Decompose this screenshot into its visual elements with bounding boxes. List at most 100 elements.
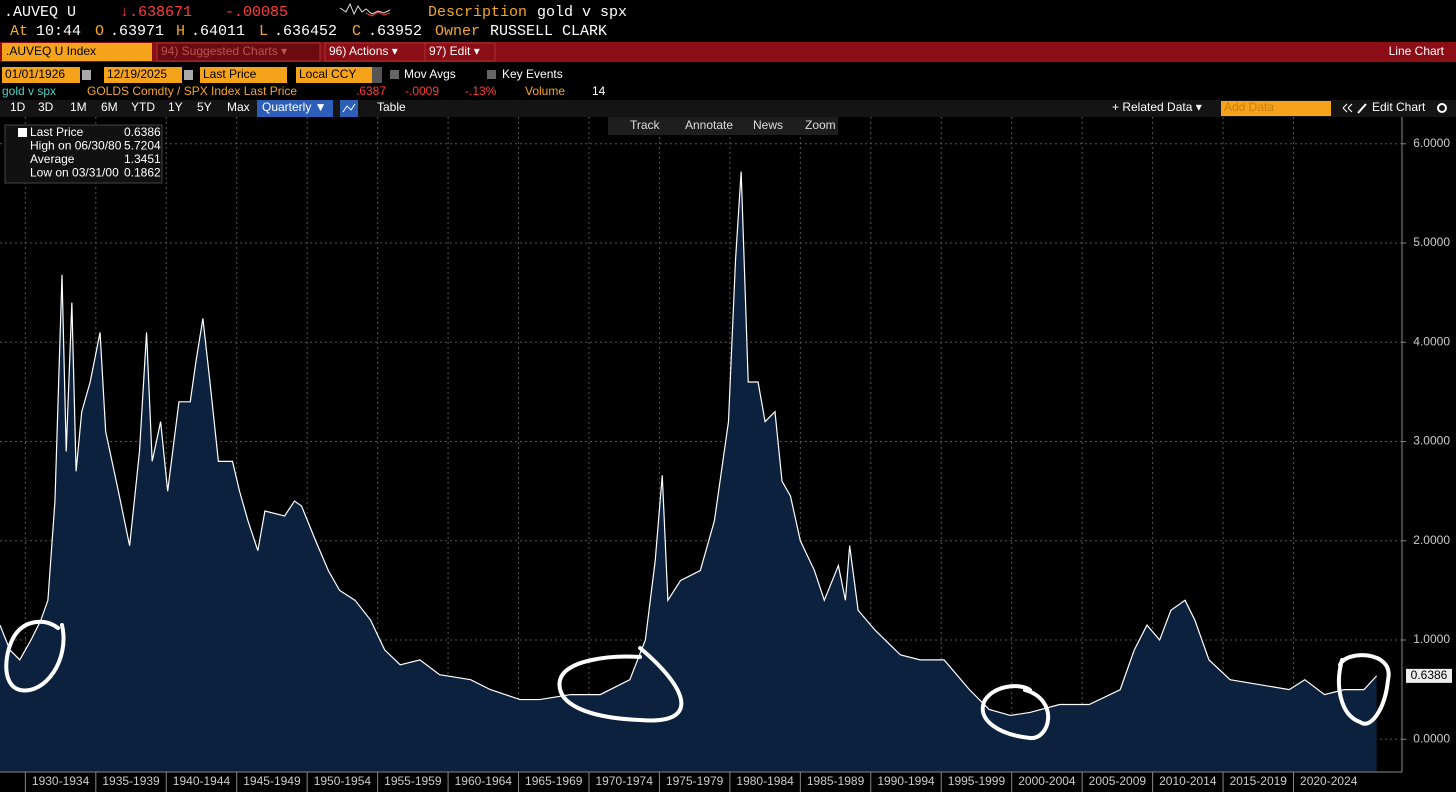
x-tick-label: 1960-1964 [455,774,513,788]
hand-drawn-circles [4,619,1391,740]
legend-value: 0.1862 [124,166,161,180]
circle [980,684,1051,740]
legend-value: 0.6386 [124,125,161,139]
ticker: .AUVEQ U [4,4,76,21]
x-tick-label: 1985-1989 [807,774,865,788]
table-button[interactable]: Table [377,100,406,114]
x-tick-label: 1975-1979 [666,774,724,788]
range-button[interactable]: YTD [131,100,155,114]
sparkline [339,2,391,16]
quote-value: 10:44 [36,23,81,40]
chart-tool[interactable]: Zoom [805,118,836,132]
range-button[interactable]: 1D [10,100,26,114]
settings-row: 01/01/1926 12/19/2025 Last Price Local CCY M… [2,67,563,83]
range-button[interactable]: 1M [70,100,87,114]
checkbox[interactable] [487,70,496,79]
range-button[interactable]: 3D [38,100,54,114]
legend-label: Last Price [30,125,84,139]
y-tick-label: 0.0000 [1413,731,1450,745]
chart-tool[interactable]: Annotate [685,118,733,132]
series-name: gold v spx [2,84,56,98]
security[interactable]: .AUVEQ U Index [6,44,96,58]
quote-value: RUSSELL CLARK [490,23,607,40]
range-button[interactable]: Max [227,100,250,114]
menu-item[interactable]: 94) Suggested Charts ▾ [161,44,287,58]
circle [4,619,66,693]
period[interactable]: Quarterly ▼ [262,100,327,114]
x-tick-label: 2020-2024 [1300,774,1358,788]
series-info-row: gold v spx GOLDS Comdty / SPX Index Last … [2,84,606,98]
currency[interactable]: Local CCY [299,67,356,81]
end-date-box[interactable] [104,67,182,83]
dropdown[interactable] [372,67,382,83]
checkbox[interactable] [390,70,399,79]
menu-item[interactable]: 96) Actions ▾ [329,44,398,58]
legend-box [4,124,163,184]
field[interactable]: Last Price [203,67,257,81]
x-tick-label: 1950-1954 [314,774,372,788]
start-date[interactable]: 01/01/1926 [5,67,65,81]
last-price-tag [1406,668,1452,683]
last-price: ↓.638671 [120,4,192,21]
legend-value: 5.7204 [124,139,161,153]
quote-row: At 10:44 O .63971 H .64011 L .636452 C .63952 Owne… [10,23,607,40]
x-tick-label: 1995-1999 [948,774,1006,788]
series-change-pct: -.13% [465,84,497,98]
start-date-box[interactable] [2,67,80,83]
quote-label: L [259,23,268,40]
add-data[interactable]: Add Data [1224,100,1274,114]
chart-tool[interactable]: Track [630,118,661,132]
quote-label: C [352,23,361,40]
last-price-label: 0.6386 [1411,668,1448,682]
series-source: GOLDS Comdty / SPX Index Last Price [87,84,297,98]
chart-icon-line [342,103,356,113]
sparkline-red [365,11,391,17]
add-data-box[interactable] [1221,101,1331,116]
security-box[interactable] [2,43,152,61]
calendar-icon [184,70,193,80]
x-tick-label: 1945-1949 [243,774,301,788]
circle [557,646,684,723]
view-type[interactable]: Line Chart [1389,44,1445,58]
x-tick-label: 1935-1939 [102,774,160,788]
y-tick-label: 2.0000 [1413,533,1450,547]
x-tick-label: 2000-2004 [1018,774,1076,788]
series-line [0,171,1378,717]
menu-button[interactable] [156,42,321,62]
x-tick-label: 2005-2009 [1089,774,1147,788]
field-box[interactable] [200,67,287,83]
quote-value: .63971 [110,23,164,40]
range-button[interactable]: 1Y [168,100,183,114]
currency-box[interactable] [296,67,372,83]
quote-label: At [10,23,28,40]
range-button[interactable]: 6M [101,100,118,114]
legend-swatch [18,128,27,137]
menu-items: 94) Suggested Charts ▾ 96) Actions ▾ 97) E… [156,42,496,62]
description-label: Description [428,4,527,21]
quote-label: Owner [435,23,480,40]
menu-item[interactable]: 97) Edit ▾ [429,44,480,58]
y-tick-label: 4.0000 [1413,334,1450,348]
menu-button[interactable] [424,42,496,62]
quote-value: .636452 [274,23,337,40]
chart-tool[interactable]: News [753,118,783,132]
collapse-icon[interactable] [1342,103,1353,113]
legend-value: 1.3451 [124,152,161,166]
toggle-label[interactable]: Key Events [502,67,563,81]
settings-icon[interactable] [1437,103,1447,113]
toggle-label[interactable]: Mov Avgs [404,67,456,81]
related-data[interactable]: + Related Data ▾ [1112,100,1202,114]
x-tick-label: 2015-2019 [1230,774,1288,788]
end-date[interactable]: 12/19/2025 [107,67,167,81]
x-tick-label: 2010-2014 [1159,774,1217,788]
quote-label: H [176,23,185,40]
range-button[interactable]: 5Y [197,100,212,114]
period-box[interactable] [257,100,333,117]
x-tick-label: 1970-1974 [596,774,654,788]
pencil-icon[interactable] [1357,103,1367,114]
x-tick-label: 1930-1934 [32,774,90,788]
legend-label: Low on 03/31/00 [30,166,119,180]
edit-chart[interactable]: Edit Chart [1372,100,1426,114]
toolbar-items: 1D 3D 1M 6M YTD 1Y 5Y Max Quarterly ▼ Table + Rela… [10,100,1447,117]
series-change: -.0009 [405,84,439,98]
